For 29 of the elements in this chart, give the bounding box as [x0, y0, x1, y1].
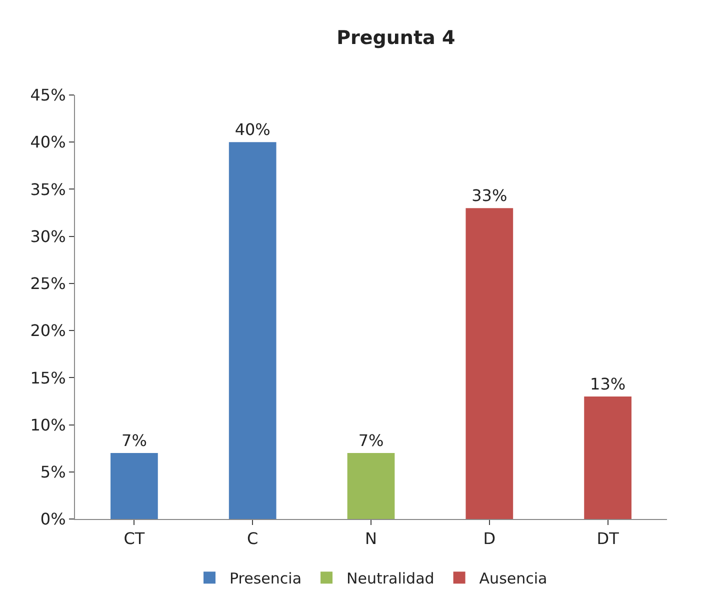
bar	[228, 142, 276, 519]
y-tick-label: 30%	[30, 226, 66, 246]
y-tick-label: 15%	[30, 368, 66, 388]
y-tick-label: 5%	[40, 462, 66, 482]
data-label: 7%	[358, 431, 384, 450]
x-tick-label: C	[247, 529, 258, 548]
y-tick-label: 25%	[30, 274, 66, 294]
x-tick-label: D	[483, 529, 496, 548]
legend-label: Ausencia	[479, 570, 548, 588]
data-label: 13%	[590, 374, 626, 394]
bar	[466, 208, 514, 519]
bar	[110, 453, 158, 519]
y-tick-label: 20%	[30, 321, 66, 340]
data-label: 33%	[472, 186, 508, 206]
x-tick-label: N	[365, 529, 377, 548]
y-tick-label: 35%	[30, 180, 66, 199]
x-tick-label: CT	[124, 529, 145, 548]
y-tick-label: 10%	[30, 415, 66, 434]
data-label: 7%	[122, 431, 147, 450]
y-tick-label: 40%	[30, 132, 66, 152]
bar	[347, 453, 395, 519]
y-tick-label: 0%	[40, 510, 66, 529]
x-tick-label: DT	[596, 529, 620, 548]
chart-title: Pregunta 4	[336, 26, 456, 49]
bar	[584, 396, 632, 519]
legend-label: Neutralidad	[346, 570, 434, 588]
y-tick-label: 45%	[30, 86, 66, 105]
data-label: 40%	[234, 120, 270, 140]
legend-label: Presencia	[230, 570, 302, 588]
